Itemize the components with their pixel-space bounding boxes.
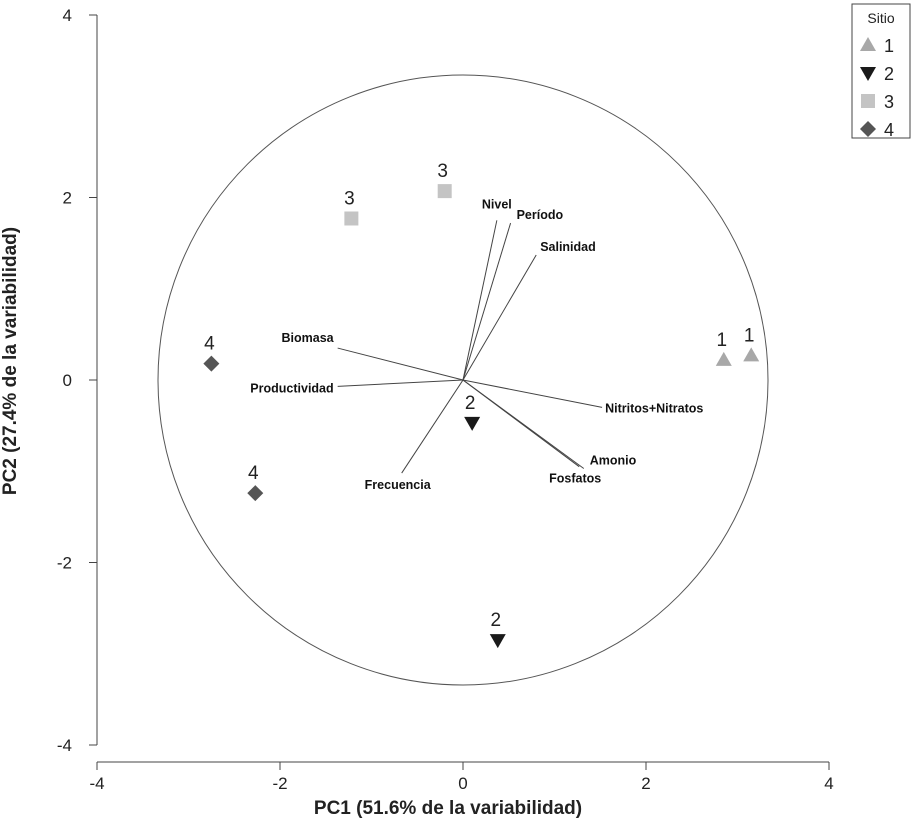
legend-marker (860, 37, 876, 51)
loading-vectors-group: Nivel Período Salinidad Biomasa Productivida… (250, 197, 703, 492)
loading-vector-label: Biomasa (282, 331, 335, 345)
loading-vector-line (462, 220, 498, 381)
site-2-point-label: 2 (490, 610, 501, 631)
x-axis-title: PC1 (51.6% de la variabilidad) (314, 798, 582, 819)
loading-vector-label: Fosfatos (549, 472, 601, 486)
loading-vector-label: Nitritos+Nitratos (605, 401, 703, 415)
legend-marker (860, 67, 876, 81)
x-tick-label: 0 (458, 774, 467, 793)
site-2-point (464, 416, 481, 431)
site-1-point (715, 351, 732, 366)
site-1-point-label: 1 (744, 325, 755, 346)
loading-vector-line (337, 347, 464, 381)
loading-vector-label: Período (517, 208, 564, 222)
x-tick-label: 2 (641, 774, 650, 793)
x-tick-label: -4 (89, 774, 104, 793)
y-tick-label: 0 (63, 371, 72, 390)
x-tick-label: 4 (824, 774, 833, 793)
site-3-point (344, 211, 359, 226)
site-4-point-label: 4 (204, 334, 215, 355)
site-2-point-label: 2 (465, 393, 476, 414)
legend-group: Sitio 1 2 3 4 (851, 3, 911, 140)
site-1-point (743, 347, 760, 362)
site-4-point (203, 355, 220, 372)
legend-entry-label: 1 (884, 36, 894, 56)
site-1-point-label: 1 (716, 330, 727, 351)
legend-entry-label: 2 (884, 64, 894, 84)
legend-entry-label: 4 (884, 120, 894, 140)
x-tick-label: -2 (272, 774, 287, 793)
loading-vector-label: Salinidad (540, 240, 596, 254)
axes-group: -4 -2 0 2 4 -4 -2 0 2 4 (57, 6, 834, 793)
site-3-point-label: 3 (344, 188, 355, 209)
correlation-circle (157, 74, 769, 686)
legend-marker (861, 94, 875, 108)
loading-vector-line (337, 379, 464, 387)
site-4-point (247, 485, 264, 502)
site-2-point (489, 634, 506, 649)
loading-vector-line (462, 379, 603, 408)
loading-vector-label: Frecuencia (365, 478, 432, 492)
legend-entry-label: 3 (884, 92, 894, 112)
y-tick-label: -2 (57, 554, 72, 573)
legend-box (851, 3, 911, 139)
loading-vector-line (401, 379, 464, 474)
legend-title: Sitio (867, 10, 894, 26)
score-points-group: 1 1 2 2 3 3 4 4 (203, 161, 760, 649)
loading-vector-label: Productividad (250, 381, 333, 395)
loading-vector-label: Nivel (482, 197, 512, 211)
loading-vector-line (462, 379, 580, 468)
y-tick-label: 2 (63, 189, 72, 208)
loading-vector-line (462, 254, 537, 381)
legend-marker (860, 121, 876, 137)
site-4-point-label: 4 (248, 463, 259, 484)
loading-vector-line (462, 222, 512, 381)
y-tick-label: 4 (63, 6, 72, 25)
loading-vector-label: Amonio (590, 454, 637, 468)
site-3-point-label: 3 (437, 161, 448, 182)
site-3-point (437, 184, 452, 199)
y-axis-title: PC2 (27.4% de la variabilidad) (0, 227, 21, 495)
correlation-circle-group (157, 74, 769, 686)
y-tick-label: -4 (57, 736, 72, 755)
